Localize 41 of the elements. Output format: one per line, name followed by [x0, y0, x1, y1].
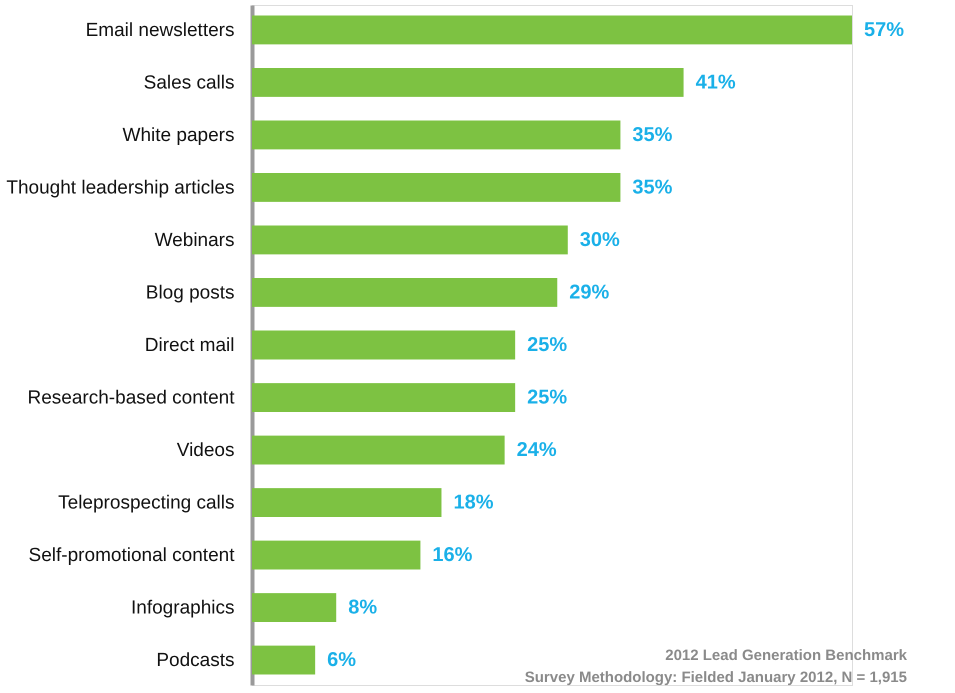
bar: [252, 278, 558, 307]
annotation: 2012 Lead Generation Benchmark: [665, 647, 908, 664]
data-label: 35%: [632, 124, 673, 146]
bar: [252, 436, 505, 464]
data-label: 57%: [864, 18, 904, 41]
bar: [252, 68, 684, 97]
y-tick-label: Sales calls: [144, 72, 234, 94]
data-label: 30%: [580, 228, 620, 251]
y-tick-label: Self-promotional content: [28, 545, 236, 566]
bar: [252, 120, 620, 150]
y-tick-label: Videos: [176, 440, 234, 462]
y-tick-label: Teleprospecting calls: [58, 492, 234, 514]
bar: [252, 540, 420, 570]
bar: [252, 16, 852, 44]
y-tick-label: Email newsletters: [86, 20, 234, 41]
y-tick-label: Podcasts: [156, 650, 234, 672]
bar: [252, 646, 316, 674]
data-label: 24%: [516, 439, 557, 462]
bar: [252, 488, 442, 517]
y-tick-label: Direct mail: [144, 335, 234, 356]
bar: [252, 593, 336, 622]
data-label: 8%: [348, 596, 378, 619]
y-tick-label: Infographics: [130, 598, 234, 619]
data-label: 25%: [527, 386, 568, 409]
annotation: Survey Methodology: Fielded January 2012, N = 1,915: [524, 669, 907, 686]
y-tick-label: Thought leadership articles: [6, 177, 234, 198]
bar: [252, 330, 516, 360]
bar: [252, 226, 568, 254]
data-label: 41%: [696, 71, 736, 94]
data-label: 29%: [569, 281, 610, 304]
y-tick-label: Research-based content: [27, 388, 236, 409]
bar: [252, 173, 620, 202]
data-label: 25%: [527, 334, 568, 356]
data-label: 6%: [327, 649, 356, 672]
y-tick-label: Blog posts: [146, 282, 234, 304]
y-tick-label: Webinars: [154, 230, 234, 251]
bar: [252, 383, 516, 412]
data-label: 35%: [632, 176, 673, 198]
data-label: 16%: [432, 544, 473, 566]
y-tick-label: White papers: [122, 124, 234, 146]
data-label: 18%: [453, 492, 494, 514]
